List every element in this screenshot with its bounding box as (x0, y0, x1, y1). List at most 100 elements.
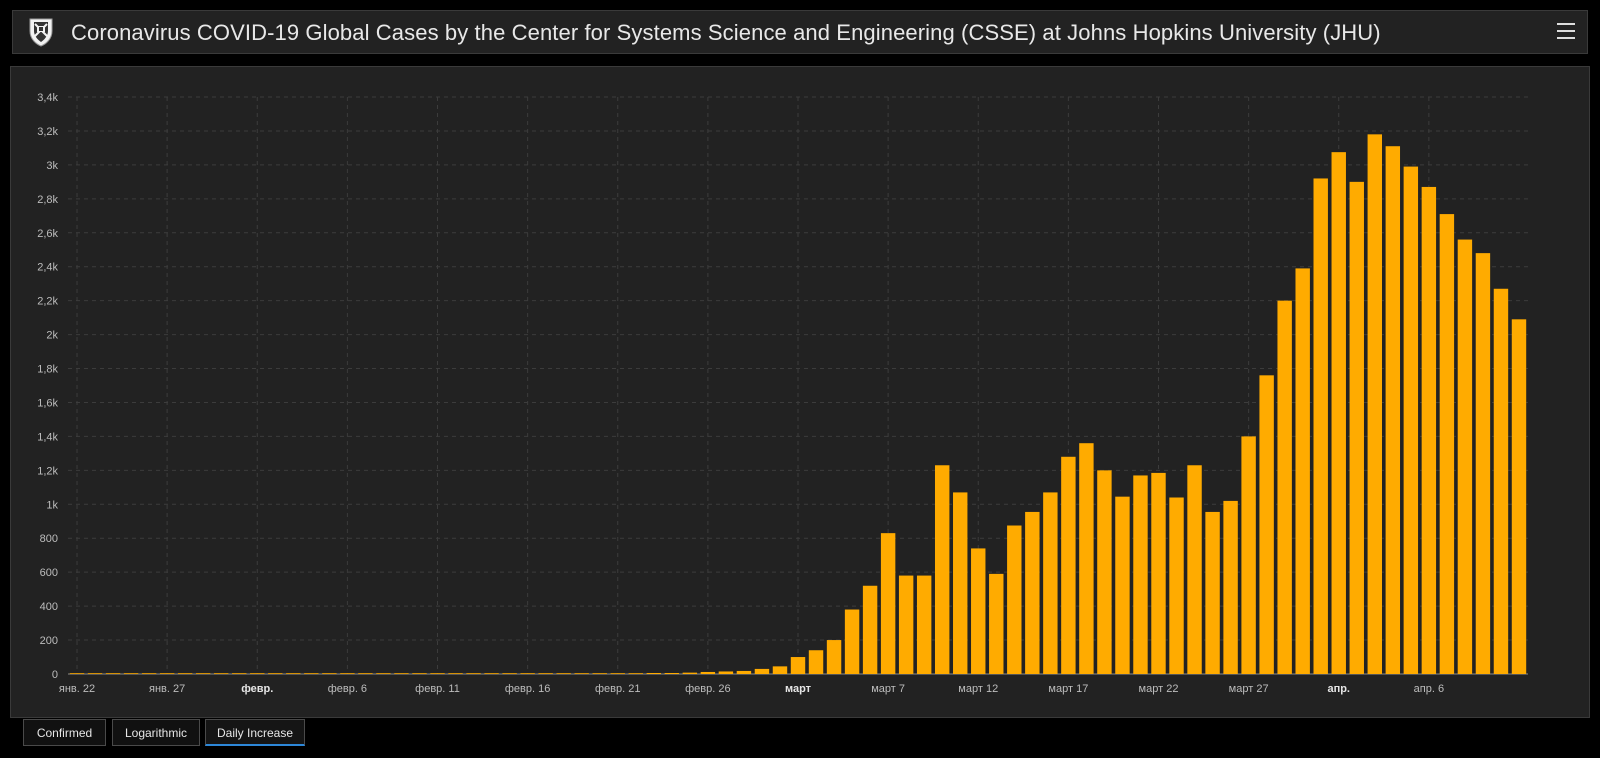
x-tick-label: февр. 26 (685, 683, 730, 695)
y-tick-label: 0 (52, 669, 58, 681)
y-tick-label: 1k (46, 499, 58, 511)
bar (87, 673, 103, 674)
bar (1277, 300, 1292, 674)
bar (1367, 134, 1382, 674)
bar (1187, 465, 1202, 674)
bar (484, 673, 499, 674)
x-tick-label: март 17 (1048, 683, 1088, 695)
x-tick-label: янв. 27 (149, 683, 185, 695)
bar (862, 585, 878, 674)
bar (304, 673, 319, 674)
bar (1475, 253, 1491, 675)
bar (538, 673, 553, 674)
bar (376, 673, 391, 674)
bar (1439, 214, 1455, 675)
bar (682, 672, 698, 674)
bar (1403, 166, 1419, 674)
bar (1025, 511, 1040, 674)
y-tick-label: 3,2k (37, 126, 58, 138)
bar (880, 533, 896, 674)
bar (340, 673, 355, 674)
bar (1079, 443, 1094, 674)
bar (898, 575, 914, 674)
bar (232, 673, 247, 674)
y-tick-label: 2,6k (37, 228, 58, 240)
y-tick-label: 3k (46, 160, 58, 172)
bar (754, 668, 770, 674)
y-tick-label: 400 (40, 601, 58, 613)
y-tick-label: 3,4k (37, 92, 58, 104)
bar (1115, 496, 1130, 674)
x-tick-label: март 12 (958, 683, 998, 695)
bar (268, 673, 283, 674)
x-tick-label: апр. 6 (1414, 683, 1444, 695)
bar (1043, 492, 1058, 674)
bar (177, 673, 193, 674)
bar (574, 673, 589, 674)
page-title: Coronavirus COVID-19 Global Cases by the… (71, 20, 1381, 45)
bar (214, 673, 229, 674)
tab-logarithmic[interactable]: Logarithmic (112, 719, 200, 746)
bar (971, 548, 986, 674)
bar (520, 673, 535, 674)
bar (322, 673, 337, 674)
bar (159, 673, 175, 674)
hamburger-menu-icon[interactable] (1557, 23, 1575, 41)
y-tick-label: 2k (46, 330, 58, 342)
bar (844, 609, 860, 674)
bar (1133, 475, 1148, 674)
bar (250, 673, 265, 674)
bar (430, 673, 445, 674)
y-tick-label: 600 (40, 567, 58, 579)
bar (1457, 239, 1473, 674)
bar (69, 673, 85, 674)
bar (123, 673, 139, 674)
bar (1313, 178, 1328, 674)
bar (502, 673, 517, 674)
bar (1007, 525, 1022, 674)
bar (556, 673, 571, 674)
x-tick-label: апр. (1327, 683, 1350, 695)
app-header: Coronavirus COVID-19 Global Cases by the… (12, 10, 1588, 54)
bar (141, 673, 157, 674)
y-tick-label: 1,8k (37, 364, 58, 376)
bar (1259, 375, 1274, 674)
bar (736, 670, 752, 674)
bar (592, 673, 607, 674)
y-tick-label: 2,2k (37, 296, 58, 308)
tab-daily-increase[interactable]: Daily Increase (205, 719, 305, 746)
bar (1169, 497, 1184, 674)
bar (394, 673, 409, 674)
bar (195, 673, 211, 674)
university-shield-icon (29, 18, 53, 47)
bar (1511, 319, 1527, 674)
bar (412, 673, 427, 674)
chart-panel: 0 200 400 600 800 1k 1,2k 1,4k 1,6k 1,8k 2k 2,2k 2,4… (10, 66, 1590, 718)
bar (718, 671, 734, 674)
bar (700, 671, 716, 674)
y-tick-label: 2,8k (37, 194, 58, 206)
bar (1295, 268, 1310, 674)
bar (1331, 152, 1346, 674)
x-tick-label: март (785, 683, 812, 695)
bar (934, 465, 950, 674)
bar (1349, 181, 1364, 674)
bar (953, 492, 968, 674)
daily-increase-bar-chart: 0 200 400 600 800 1k 1,2k 1,4k 1,6k 1,8k 2k 2,2k 2,4… (37, 92, 1528, 695)
tab-confirmed[interactable]: Confirmed (23, 719, 106, 746)
bar (1493, 288, 1509, 674)
y-tick-label: 1,6k (37, 397, 58, 409)
y-tick-label: 200 (40, 635, 58, 647)
bar (989, 573, 1004, 674)
x-tick-label: янв. 22 (59, 683, 95, 695)
x-tick-label: март 22 (1139, 683, 1179, 695)
x-tick-label: февр. 11 (415, 683, 460, 695)
bar (790, 657, 806, 674)
bar (1205, 511, 1220, 674)
bar (1151, 472, 1166, 674)
x-tick-label: февр. (241, 683, 273, 695)
y-tick-label: 1,2k (37, 465, 58, 477)
bar (105, 673, 121, 674)
bar (358, 673, 373, 674)
bar (772, 666, 788, 674)
